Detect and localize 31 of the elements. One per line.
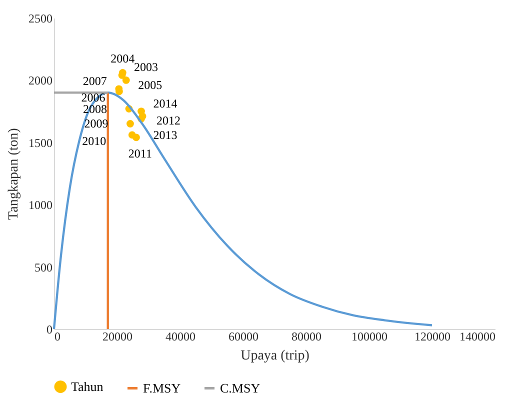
y-tick-label: 1500	[28, 136, 52, 150]
x-tick-label: 140000	[460, 330, 496, 344]
annotation: 2014	[153, 96, 178, 110]
annotation: 2010	[82, 134, 106, 148]
annotation: 2012	[156, 113, 181, 128]
legend-label: Tahun	[71, 378, 104, 394]
point	[138, 108, 145, 115]
legend-label: F.MSY	[143, 380, 182, 396]
x-tick-label: 120000	[414, 330, 450, 344]
x-tick-label: 40000	[166, 330, 196, 344]
annotation: 2011	[128, 146, 152, 160]
x-axis-title: Upaya (trip)	[240, 348, 310, 364]
y-tick-label: 1000	[28, 198, 52, 212]
point	[126, 120, 134, 128]
x-tick-label: 20000	[102, 330, 132, 344]
x-tick-label: 100000	[352, 330, 388, 344]
annotation: 2003	[134, 60, 158, 74]
annotation: 2004	[110, 52, 135, 66]
annotation: 2013	[153, 128, 178, 142]
annotation: 2005	[138, 78, 162, 92]
point	[132, 134, 140, 142]
y-tick-label: 2500	[28, 12, 52, 26]
x-tick-label: 80000	[292, 330, 322, 344]
annotation: 2007	[82, 74, 107, 88]
legend-label: C.MSY	[220, 380, 261, 396]
y-tick-label: 500	[34, 260, 52, 274]
line-series	[52, 92, 434, 330]
x-tick-label: 60000	[228, 330, 258, 344]
y-axis-title: Tangkapan (ton)	[6, 128, 22, 220]
point	[122, 76, 130, 84]
y-tick-label: 2000	[28, 74, 52, 88]
